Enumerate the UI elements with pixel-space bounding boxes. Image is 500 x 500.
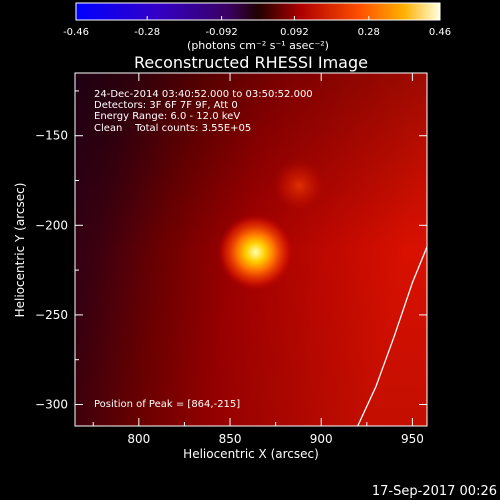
x-tick-label: 850 bbox=[219, 432, 242, 446]
y-tick-label: −200 bbox=[35, 218, 68, 232]
solar-limb-line bbox=[357, 246, 427, 426]
annotation-clean-counts: Clean Total counts: 3.55E+05 bbox=[94, 123, 251, 134]
x-tick-label: 800 bbox=[127, 432, 150, 446]
colorbar-gradient bbox=[75, 2, 441, 21]
chart-title: Reconstructed RHESSI Image bbox=[134, 53, 368, 72]
peak-position-label: Position of Peak = [864,-215] bbox=[94, 399, 240, 410]
colorbar-unit-label: (photons cm⁻² s⁻¹ asec⁻²) bbox=[187, 39, 329, 52]
colorbar-tick-label: -0.46 bbox=[63, 27, 89, 38]
peak-source bbox=[217, 214, 294, 291]
y-tick-label: −300 bbox=[35, 397, 68, 411]
image-area bbox=[75, 73, 427, 426]
annotation-block: 24-Dec-2014 03:40:52.000 to 03:50:52.000… bbox=[94, 89, 313, 134]
colorbar-tick-label: -0.28 bbox=[134, 27, 160, 38]
colorbar: -0.46 -0.28 -0.092 0.092 0.28 0.46 (photons c… bbox=[63, 2, 451, 52]
annotation-energy-range: Energy Range: 6.0 - 12.0 keV bbox=[94, 111, 240, 122]
secondary-source bbox=[271, 157, 328, 214]
footer-date: 17-Sep-2017 00:26 bbox=[372, 484, 497, 499]
x-axis-ticks: 800 850 900 950 bbox=[92, 73, 424, 446]
x-tick-label: 900 bbox=[310, 432, 333, 446]
colorbar-ticks: -0.46 -0.28 -0.092 0.092 0.28 0.46 bbox=[63, 16, 451, 38]
x-axis-label: Heliocentric X (arcsec) bbox=[183, 447, 319, 461]
y-axis-ticks: −150 −200 −250 −300 bbox=[35, 90, 427, 411]
annotation-time-range: 24-Dec-2014 03:40:52.000 to 03:50:52.000 bbox=[94, 89, 313, 100]
annotation-detectors: Detectors: 3F 6F 7F 9F, Att 0 bbox=[94, 100, 238, 111]
plot-frame bbox=[74, 72, 428, 427]
colorbar-tick-label: 0.28 bbox=[358, 27, 380, 38]
y-tick-label: −250 bbox=[35, 308, 68, 322]
colorbar-tick-label: 0.46 bbox=[429, 27, 451, 38]
colorbar-tick-label: -0.092 bbox=[205, 27, 237, 38]
y-axis-label: Heliocentric Y (arcsec) bbox=[13, 183, 27, 318]
colorbar-tick-label: 0.092 bbox=[280, 27, 309, 38]
x-tick-label: 950 bbox=[401, 432, 424, 446]
y-tick-label: −150 bbox=[35, 129, 68, 143]
